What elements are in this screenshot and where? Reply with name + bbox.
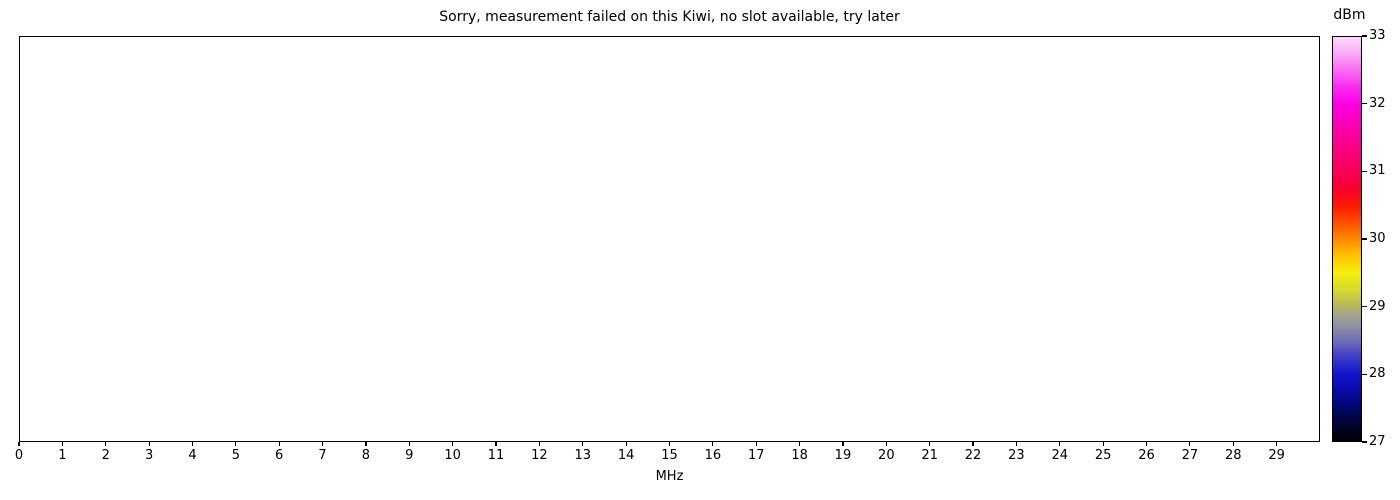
colorbar-tick-mark [1362,35,1367,37]
x-tick-label: 1 [58,448,67,463]
colorbar-tick-label: 27 [1369,434,1386,449]
x-tick-mark [235,442,237,446]
x-tick-label: 23 [1008,448,1025,463]
x-tick-mark [1059,442,1061,446]
colorbar-tick-mark [1362,238,1367,240]
colorbar-tick-label: 30 [1369,231,1386,246]
x-tick-label: 21 [921,448,938,463]
x-tick-label: 2 [101,448,110,463]
x-tick-mark [1189,442,1191,446]
colorbar-tick-mark [1362,170,1367,172]
x-tick-label: 17 [747,448,765,463]
colorbar-label: dBm [1333,7,1366,23]
x-axis-label: MHz [655,469,684,484]
x-tick-mark [755,442,757,446]
colorbar-tick-label: 28 [1369,366,1386,382]
colorbar-tick-label: 33 [1369,28,1386,43]
colorbar-tick-mark [1362,373,1367,375]
x-tick-label: 29 [1268,448,1285,463]
colorbar-tick-mark [1362,441,1367,443]
x-tick-label: 13 [574,448,592,463]
x-tick-mark [1145,442,1148,446]
x-tick-label: 16 [704,448,722,463]
x-tick-mark [625,442,627,446]
x-tick-label: 22 [964,448,982,463]
x-tick-label: 12 [531,448,548,463]
x-tick-label: 11 [487,448,505,463]
x-tick-mark [1276,442,1278,446]
x-tick-label: 26 [1138,448,1155,463]
x-tick-mark [18,442,20,446]
colorbar-tick-label: 31 [1369,163,1386,179]
x-tick-mark [1102,442,1104,446]
chart-title: Sorry, measurement failed on this Kiwi, … [439,9,900,25]
x-tick-label: 5 [231,448,240,463]
x-tick-label: 15 [661,448,678,463]
x-tick-mark [1015,442,1018,446]
colorbar-tick-mark [1362,103,1367,105]
x-tick-mark [885,442,887,446]
x-tick-label: 19 [834,448,852,463]
x-tick-label: 18 [791,448,808,463]
colorbar [1332,36,1362,442]
x-tick-mark [929,442,931,446]
colorbar-tick-label: 29 [1369,298,1386,314]
colorbar-tick-mark [1362,306,1367,308]
x-tick-mark [278,442,280,446]
x-tick-mark [582,442,584,446]
x-tick-mark [105,442,107,446]
plot-area [19,36,1320,442]
x-tick-mark [668,442,671,446]
x-tick-mark [61,442,63,446]
x-tick-mark [972,442,974,446]
x-tick-mark [408,442,410,446]
x-tick-label: 4 [188,448,197,463]
x-tick-label: 27 [1181,448,1199,463]
x-tick-mark [452,442,454,446]
x-tick-mark [799,442,801,446]
x-tick-mark [1232,442,1234,446]
x-tick-label: 9 [405,448,414,463]
x-tick-label: 28 [1224,448,1242,463]
x-tick-mark [321,442,324,446]
x-tick-label: 8 [361,448,371,463]
x-tick-label: 24 [1051,448,1069,463]
x-tick-mark [365,442,367,446]
x-tick-label: 7 [318,448,327,463]
x-tick-label: 6 [275,448,284,463]
x-tick-mark [538,442,540,446]
x-tick-label: 0 [14,448,24,463]
x-tick-mark [148,442,150,446]
x-tick-label: 3 [144,448,154,463]
x-tick-mark [842,442,844,446]
x-tick-mark [495,442,497,446]
x-tick-mark [191,442,194,446]
x-tick-label: 20 [878,448,895,463]
x-tick-mark [712,442,714,446]
colorbar-tick-label: 32 [1369,95,1386,111]
x-tick-label: 10 [444,448,461,463]
x-tick-label: 14 [617,448,635,463]
x-tick-label: 25 [1094,448,1112,463]
